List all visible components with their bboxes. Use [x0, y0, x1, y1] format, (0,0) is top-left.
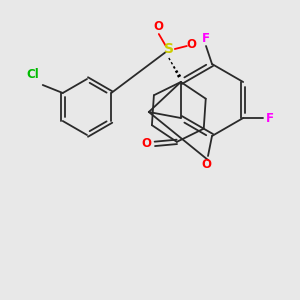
Text: O: O: [142, 137, 152, 150]
Text: O: O: [187, 38, 197, 50]
Text: O: O: [201, 158, 211, 172]
Text: S: S: [164, 42, 174, 56]
Text: F: F: [202, 32, 210, 46]
Text: Cl: Cl: [26, 68, 39, 81]
Text: F: F: [266, 112, 274, 124]
Text: O: O: [154, 20, 164, 32]
